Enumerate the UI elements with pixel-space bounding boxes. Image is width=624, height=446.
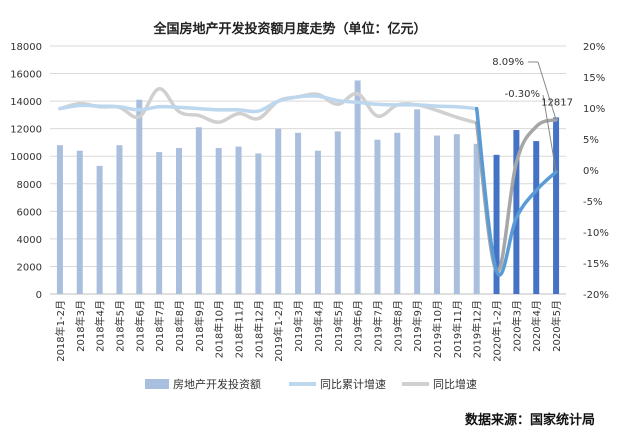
bar xyxy=(314,150,321,294)
annotation-leader xyxy=(542,94,557,172)
legend: 房地产开发投资额 同比累计增速 同比增速 xyxy=(145,377,477,391)
bar-series xyxy=(56,80,560,295)
line-series xyxy=(58,87,558,277)
bar xyxy=(136,99,143,294)
annotation-cumulative: -0.30% xyxy=(505,89,540,100)
right-tick-label: -10% xyxy=(583,228,609,239)
x-tick-label: 2019年10月 xyxy=(431,300,444,358)
x-tick-label: 2018年8月 xyxy=(173,300,186,352)
x-tick-label: 2018年9月 xyxy=(193,300,206,352)
legend-label-yoy: 同比增速 xyxy=(433,377,477,391)
bar xyxy=(215,147,222,294)
bar xyxy=(255,153,262,294)
left-tick-label: 10000 xyxy=(10,152,42,163)
x-tick-label: 2018年4月 xyxy=(94,300,107,352)
left-tick-label: 14000 xyxy=(10,97,42,108)
legend-swatch-bar xyxy=(145,379,169,389)
bar xyxy=(414,109,421,294)
bar xyxy=(394,132,401,294)
annotation-leader xyxy=(537,61,557,120)
x-tick-label: 2019年3月 xyxy=(292,300,305,352)
x-tick-label: 2019年4月 xyxy=(312,300,325,352)
left-tick-label: 0 xyxy=(36,290,42,301)
x-axis-labels: 2018年1-2月 2018年3月 2018年4月 2018年5月 2018年6月 201… xyxy=(54,300,563,362)
left-tick-label: 2000 xyxy=(17,262,42,273)
right-tick-label: 0% xyxy=(583,166,599,177)
x-tick-label: 2018年1-2月 xyxy=(54,300,67,362)
bar xyxy=(295,132,302,294)
left-tick-label: 18000 xyxy=(10,42,42,53)
x-tick-label: 2018年11月 xyxy=(233,300,246,358)
bar xyxy=(334,131,341,294)
source-note: 数据来源：国家统计局 xyxy=(465,412,595,428)
x-tick-label: 2019年12月 xyxy=(471,300,484,358)
right-tick-label: 20% xyxy=(583,42,605,53)
x-tick-label: 2020年1-2月 xyxy=(491,300,504,362)
bar xyxy=(176,147,182,294)
right-tick-label: 10% xyxy=(583,104,605,115)
left-tick-label: 8000 xyxy=(17,180,42,191)
right-tick-label: 15% xyxy=(583,73,605,84)
left-tick-label: 6000 xyxy=(17,207,42,218)
right-axis: -20% -15% -10% -5% 0% 5% 10% 15% 20% xyxy=(583,42,609,301)
bar xyxy=(434,135,440,294)
x-tick-label: 2018年10月 xyxy=(213,300,226,358)
bar xyxy=(533,141,540,294)
annotations: 8.09% -0.30%12817 xyxy=(492,57,573,172)
x-tick-label: 2019年1-2月 xyxy=(272,300,285,362)
bar xyxy=(473,143,480,294)
x-tick-label: 2020年4月 xyxy=(530,300,543,352)
right-tick-label: 5% xyxy=(583,135,599,146)
left-tick-label: 16000 xyxy=(10,70,42,81)
bar xyxy=(156,152,163,294)
x-tick-label: 2019年9月 xyxy=(411,300,424,352)
bar xyxy=(275,128,282,294)
x-tick-label: 2019年5月 xyxy=(332,300,345,352)
gridlines xyxy=(50,45,566,295)
bar xyxy=(553,117,560,295)
cumulative-line-2020 xyxy=(474,106,558,277)
x-tick-label: 2018年12月 xyxy=(252,300,265,358)
bar xyxy=(453,134,460,294)
x-tick-label: 2018年3月 xyxy=(74,300,87,352)
legend-label-cumulative: 同比累计增速 xyxy=(320,377,386,391)
x-tick-label: 2019年11月 xyxy=(451,300,464,358)
chart-title: 全国房地产开发投资额月度走势（单位：亿元） xyxy=(152,21,426,37)
right-tick-label: -20% xyxy=(583,290,609,301)
bar xyxy=(235,146,242,294)
bar xyxy=(76,150,83,294)
right-tick-label: -15% xyxy=(583,259,609,270)
x-tick-label: 2019年7月 xyxy=(371,300,384,352)
bar xyxy=(96,165,103,294)
x-tick-label: 2019年6月 xyxy=(352,300,365,352)
bar xyxy=(354,80,361,294)
x-tick-label: 2018年7月 xyxy=(153,300,166,352)
x-tick-label: 2018年6月 xyxy=(133,300,146,352)
right-tick-label: -5% xyxy=(583,197,602,208)
cumulative-line-2018-2019 xyxy=(58,94,479,114)
x-tick-label: 2020年5月 xyxy=(550,300,563,352)
bar xyxy=(116,145,123,294)
bar xyxy=(513,130,520,294)
annotation-bar-value: 12817 xyxy=(541,97,573,108)
annotation-yoy: 8.09% xyxy=(492,57,524,68)
bar xyxy=(195,127,202,295)
left-tick-label: 12000 xyxy=(10,125,42,136)
x-tick-label: 2018年5月 xyxy=(113,300,126,352)
left-tick-label: 4000 xyxy=(17,235,42,246)
left-axis: 0 2000 4000 6000 8000 10000 12000 14000 16000 180… xyxy=(10,42,42,301)
bar xyxy=(56,145,63,294)
x-tick-label: 2019年8月 xyxy=(391,300,404,352)
bar xyxy=(493,154,500,294)
bar xyxy=(374,139,381,294)
x-tick-label: 2020年3月 xyxy=(510,300,523,352)
legend-label-bar: 房地产开发投资额 xyxy=(173,377,261,391)
